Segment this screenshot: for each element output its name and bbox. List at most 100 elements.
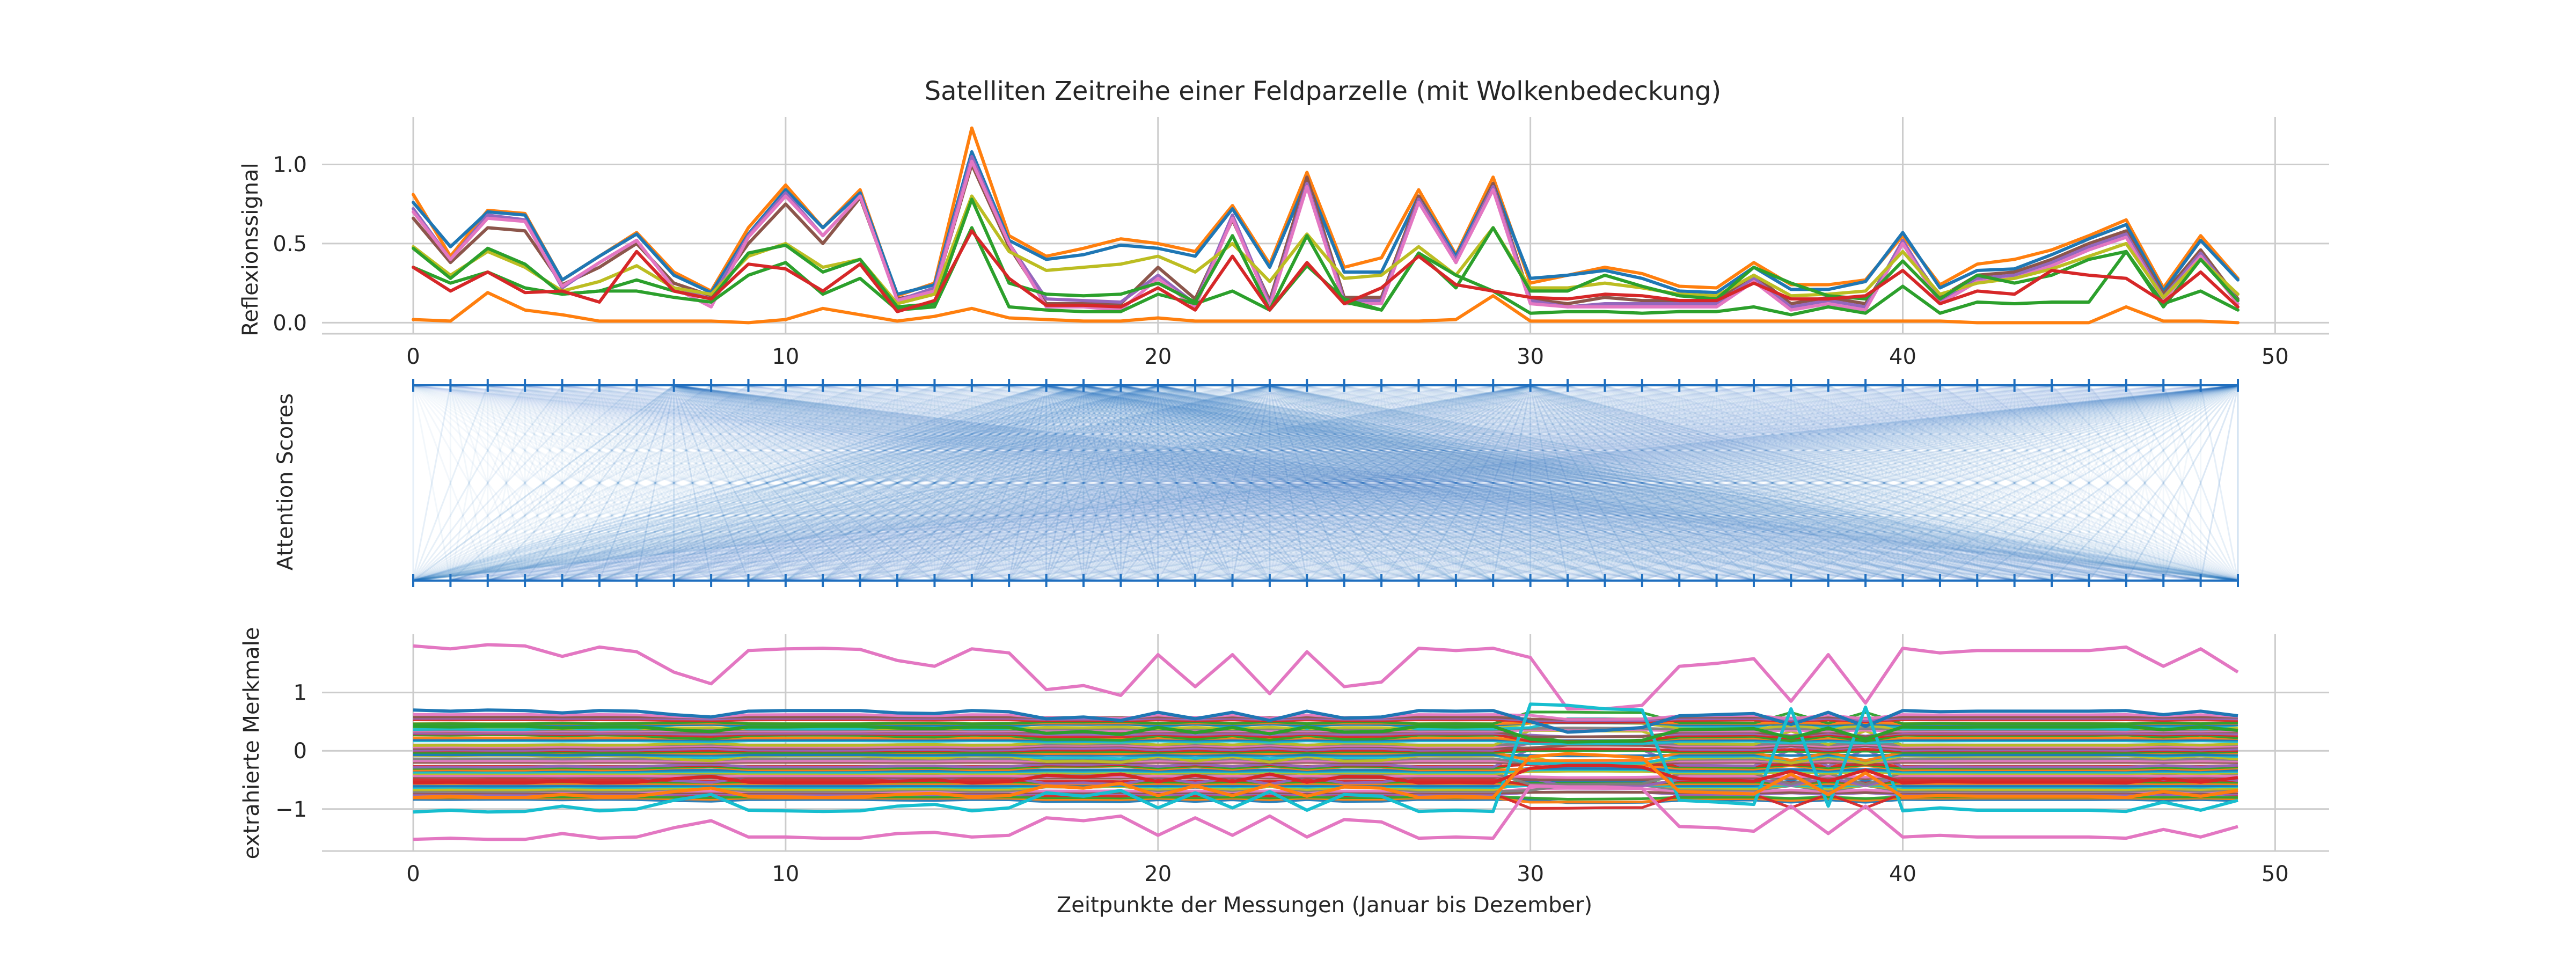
attention-line — [2088, 385, 2201, 581]
attention-line — [1492, 384, 1829, 582]
attention-line — [1046, 384, 2164, 582]
attention-line — [1790, 385, 1904, 581]
attention-line — [412, 385, 526, 581]
attention-line — [1306, 384, 2238, 582]
attention-line — [1232, 384, 1531, 582]
attention-line — [599, 384, 1159, 582]
attention-line — [636, 384, 2238, 582]
attention-line — [1121, 384, 2238, 582]
attention-line — [897, 384, 1159, 582]
attention-line — [562, 384, 1159, 582]
attention-line — [674, 384, 1159, 582]
attention-line — [1418, 384, 1680, 582]
attention-line — [2162, 385, 2202, 581]
attention-line — [599, 384, 935, 582]
attention-line — [785, 384, 1010, 582]
attention-line — [1604, 384, 1904, 582]
attention-line — [1269, 384, 1494, 582]
attention-line — [1380, 385, 1531, 581]
attention-line — [674, 384, 1270, 582]
attention-line — [450, 385, 563, 581]
attention-line — [1269, 384, 1680, 582]
attention-line — [413, 384, 1568, 582]
attention-line — [1790, 385, 1904, 581]
attention-line — [674, 384, 1494, 582]
attention-line — [2014, 385, 2053, 581]
attention-line — [2051, 385, 2164, 581]
attention-line — [2125, 385, 2202, 581]
attention-line — [1530, 384, 1978, 582]
attention-line — [599, 384, 861, 582]
attention-line — [785, 385, 935, 581]
attention-line — [859, 385, 898, 581]
reflexion-series-line — [412, 291, 2240, 325]
attention-line — [1567, 384, 1941, 582]
attention-line — [748, 385, 898, 581]
attention-line — [822, 384, 1159, 582]
attention-line — [1492, 385, 1569, 581]
attention-line — [524, 384, 824, 582]
attention-line — [934, 384, 1233, 582]
attention-line — [673, 385, 824, 581]
attention-line — [673, 384, 898, 582]
attention-line — [1567, 384, 1755, 582]
attention-line — [971, 385, 1085, 581]
attention-line — [674, 384, 2127, 582]
attention-line — [1790, 384, 2127, 582]
attention-line — [1455, 384, 1792, 582]
attention-line — [1529, 384, 1866, 582]
attention-line — [748, 384, 1084, 582]
attention-line — [1567, 384, 1755, 582]
attention-line — [1604, 384, 1867, 582]
attention-line — [897, 384, 1233, 582]
attention-line — [1083, 384, 1382, 582]
attention-line — [2125, 385, 2239, 581]
attention-line — [1753, 384, 1941, 582]
attention-line — [1455, 385, 1569, 581]
attention-line — [1864, 385, 1941, 581]
attention-line — [711, 384, 972, 582]
attention-line — [674, 384, 1047, 582]
attention-line — [1492, 385, 1532, 581]
attention-line — [1529, 385, 1643, 581]
attention-line — [1529, 384, 1717, 582]
attention-line — [1008, 385, 1085, 581]
attention-line — [1269, 384, 1457, 582]
reflexion-ylabel: Reflexionssignal — [238, 163, 263, 336]
attention-line — [1269, 384, 1568, 582]
attention-line — [2162, 385, 2239, 581]
attention-line — [561, 384, 824, 582]
attention-line — [413, 384, 1643, 582]
attention-line — [674, 384, 1419, 582]
attention-line — [1790, 384, 2164, 582]
attention-line — [1045, 384, 1270, 582]
attention-line — [413, 384, 1419, 582]
attention-line — [1380, 385, 1494, 581]
reflexion-ytick-label: 0.5 — [273, 232, 307, 256]
attention-line — [599, 384, 1121, 582]
attention-line — [1642, 384, 2015, 582]
attention-line — [413, 384, 1531, 582]
attention-line — [1046, 384, 2089, 582]
attention-line — [636, 384, 861, 582]
attention-line — [934, 384, 1196, 582]
attention-line — [636, 384, 1047, 582]
feature-line — [413, 782, 2238, 787]
feature-line — [413, 710, 2238, 725]
attention-line — [1158, 384, 1531, 582]
attention-line — [1716, 384, 2052, 582]
attention-line — [897, 384, 1122, 582]
attention-line — [1232, 384, 1606, 582]
attention-line — [1306, 384, 1531, 582]
attention-line — [1530, 384, 2127, 582]
attention-line — [413, 384, 786, 582]
attention-line — [1343, 385, 1419, 581]
attention-line — [1343, 385, 1457, 581]
attention-line — [1343, 384, 1717, 582]
attention-line — [1120, 384, 1531, 582]
attention-line — [1678, 385, 1829, 581]
attention-line — [1939, 385, 2090, 581]
attention-line — [711, 384, 972, 582]
attention-line — [598, 385, 749, 581]
attention-line — [1529, 384, 1904, 582]
